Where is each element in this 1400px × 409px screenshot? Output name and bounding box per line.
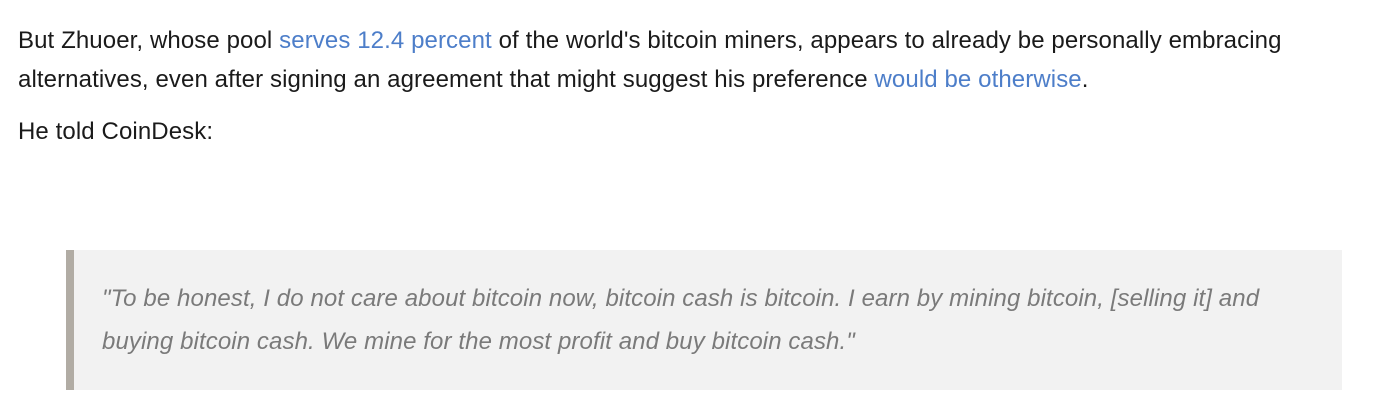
paragraph-told-coindesk: He told CoinDesk: xyxy=(18,118,214,145)
blockquote-text: "To be honest, I do not care about bitco… xyxy=(102,285,1260,355)
paragraph-text-end: . xyxy=(1081,65,1089,93)
link-serves-percent[interactable]: serves 12.4 percent xyxy=(279,27,492,54)
link-would-be-otherwise[interactable]: would be otherwise xyxy=(874,65,1082,93)
paragraph-zhuoer: But Zhuoer, whose pool serves 12.4 perce… xyxy=(18,22,1358,99)
paragraph-text-middle: of the world's bitcoin miners, appears t… xyxy=(18,27,1282,93)
paragraph-text-intro: But Zhuoer, whose pool xyxy=(18,27,280,54)
article-body: But Zhuoer, whose pool serves 12.4 perce… xyxy=(18,22,1358,152)
blockquote: "To be honest, I do not care about bitco… xyxy=(66,250,1342,390)
